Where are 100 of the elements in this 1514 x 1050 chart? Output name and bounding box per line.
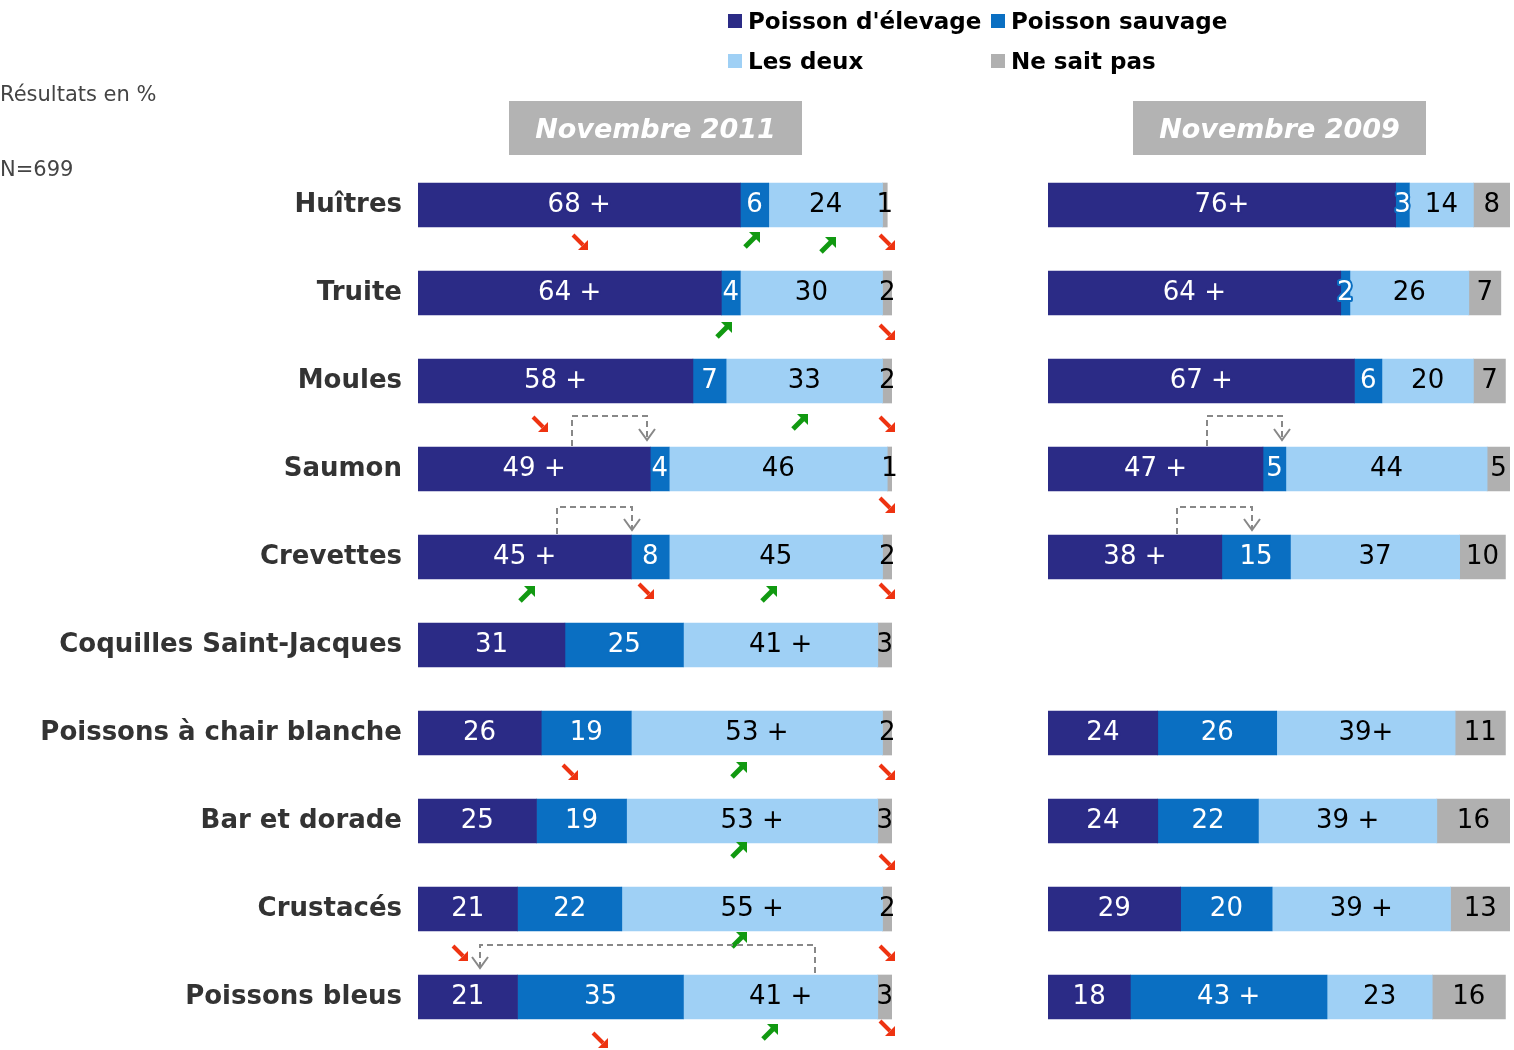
data-label: 19 — [569, 715, 603, 746]
y-tick-label: Crevettes — [259, 539, 402, 570]
legend-label: Poisson d'élevage — [748, 8, 982, 34]
data-label: 24 — [1086, 715, 1120, 746]
bar — [418, 182, 741, 228]
data-label: 46 — [761, 451, 795, 482]
data-label: 5 — [1266, 451, 1283, 482]
data-label: 2 — [878, 539, 896, 570]
data-label: 1 — [876, 187, 894, 218]
legend-label: Ne sait pas — [1011, 48, 1156, 74]
data-label: 4 — [651, 451, 669, 482]
bar — [1048, 446, 1264, 492]
data-label: 39 + — [1329, 891, 1393, 922]
data-label: 15 — [1239, 539, 1273, 570]
legend-label: Poisson sauvage — [1011, 8, 1228, 34]
data-label: 26 — [463, 715, 497, 746]
data-label: 20 — [1411, 363, 1445, 394]
chart-title: Novembre 2009 — [1133, 101, 1426, 155]
chart-title: Novembre 2011 — [509, 101, 802, 155]
data-label: 35 — [583, 979, 618, 1010]
y-tick-label: Poissons bleus — [185, 979, 402, 1010]
data-label: 21 — [451, 891, 485, 922]
data-label: 8 — [641, 539, 659, 570]
data-label: 18 — [1072, 979, 1106, 1010]
text: Résultats en % — [0, 82, 157, 106]
bar — [630, 710, 883, 756]
data-label: 43 + — [1197, 979, 1261, 1010]
data-label: 14 — [1424, 187, 1458, 218]
data-label: 7 — [1481, 363, 1498, 394]
bar — [1276, 710, 1456, 756]
data-label: 41 + — [749, 627, 813, 658]
data-label: 10 — [1466, 539, 1500, 570]
data-label: 7 — [1476, 275, 1494, 306]
data-label: 11 — [1463, 715, 1497, 746]
data-label: 39+ — [1338, 715, 1394, 746]
bar — [1290, 534, 1461, 580]
data-label: 3 — [876, 803, 894, 834]
data-label: 67 + — [1169, 363, 1233, 394]
bar — [1271, 886, 1451, 932]
y-tick-label: Saumon — [283, 451, 402, 482]
bar — [418, 358, 694, 404]
y-tick-label: Moules — [297, 363, 402, 394]
data-label: 64 + — [1162, 275, 1226, 306]
bar — [725, 358, 883, 404]
data-label: 31 — [474, 627, 509, 658]
data-label: 25 — [460, 803, 494, 834]
data-label: 2 — [1337, 275, 1354, 306]
data-label: 13 — [1463, 891, 1497, 922]
data-label: 4 — [722, 275, 740, 306]
data-label: 30 — [794, 275, 828, 306]
bar — [1258, 798, 1438, 844]
y-tick-label: Huîtres — [294, 187, 402, 218]
bar — [621, 886, 883, 932]
text: N=699 — [0, 157, 74, 181]
data-label: 3 — [876, 627, 894, 658]
y-tick-label: Crustacés — [257, 891, 402, 922]
data-label: 44 — [1369, 451, 1404, 482]
data-label: 53 + — [725, 715, 789, 746]
data-label: 8 — [1483, 187, 1500, 218]
data-label: 1 — [881, 451, 898, 482]
bar — [418, 446, 651, 492]
bar — [1349, 270, 1470, 316]
data-label: 64 + — [538, 275, 602, 306]
data-label: 24 — [1086, 803, 1120, 834]
data-label: 37 — [1358, 539, 1392, 570]
bar — [1048, 358, 1355, 404]
data-label: 26 — [1200, 715, 1234, 746]
data-label: 33 — [787, 363, 821, 394]
data-label: 23 — [1363, 979, 1397, 1010]
data-label: 53 + — [720, 803, 784, 834]
data-label: 22 — [1191, 803, 1225, 834]
data-label: 41 + — [749, 979, 813, 1010]
data-label: 3 — [876, 979, 894, 1010]
data-label: 2 — [878, 715, 896, 746]
y-tick-label: Coquilles Saint-Jacques — [59, 627, 402, 658]
data-label: 22 — [553, 891, 587, 922]
bar — [683, 622, 879, 668]
data-label: 3 — [1394, 187, 1411, 218]
y-tick-label: Bar et dorade — [200, 803, 402, 834]
data-label: 2 — [878, 891, 896, 922]
data-label: 45 + — [493, 539, 557, 570]
data-label: 16 — [1452, 979, 1486, 1010]
data-label: 6 — [746, 187, 763, 218]
bar — [668, 534, 883, 580]
y-tick-label: Poissons à chair blanche — [40, 715, 402, 746]
bar — [739, 270, 883, 316]
bar — [1381, 358, 1474, 404]
data-label: 47 + — [1123, 451, 1188, 482]
data-label: 2 — [878, 275, 896, 306]
data-label: 24 — [809, 187, 843, 218]
bar — [626, 798, 879, 844]
data-label: 2 — [878, 363, 896, 394]
data-label: 6 — [1359, 363, 1377, 394]
data-label: 19 — [564, 803, 599, 834]
bar — [683, 974, 879, 1020]
data-label: 29 — [1097, 891, 1131, 922]
data-label: 55 + — [720, 891, 784, 922]
data-label: 39 + — [1316, 803, 1380, 834]
data-label: 21 — [451, 979, 485, 1010]
data-label: 16 — [1456, 803, 1490, 834]
